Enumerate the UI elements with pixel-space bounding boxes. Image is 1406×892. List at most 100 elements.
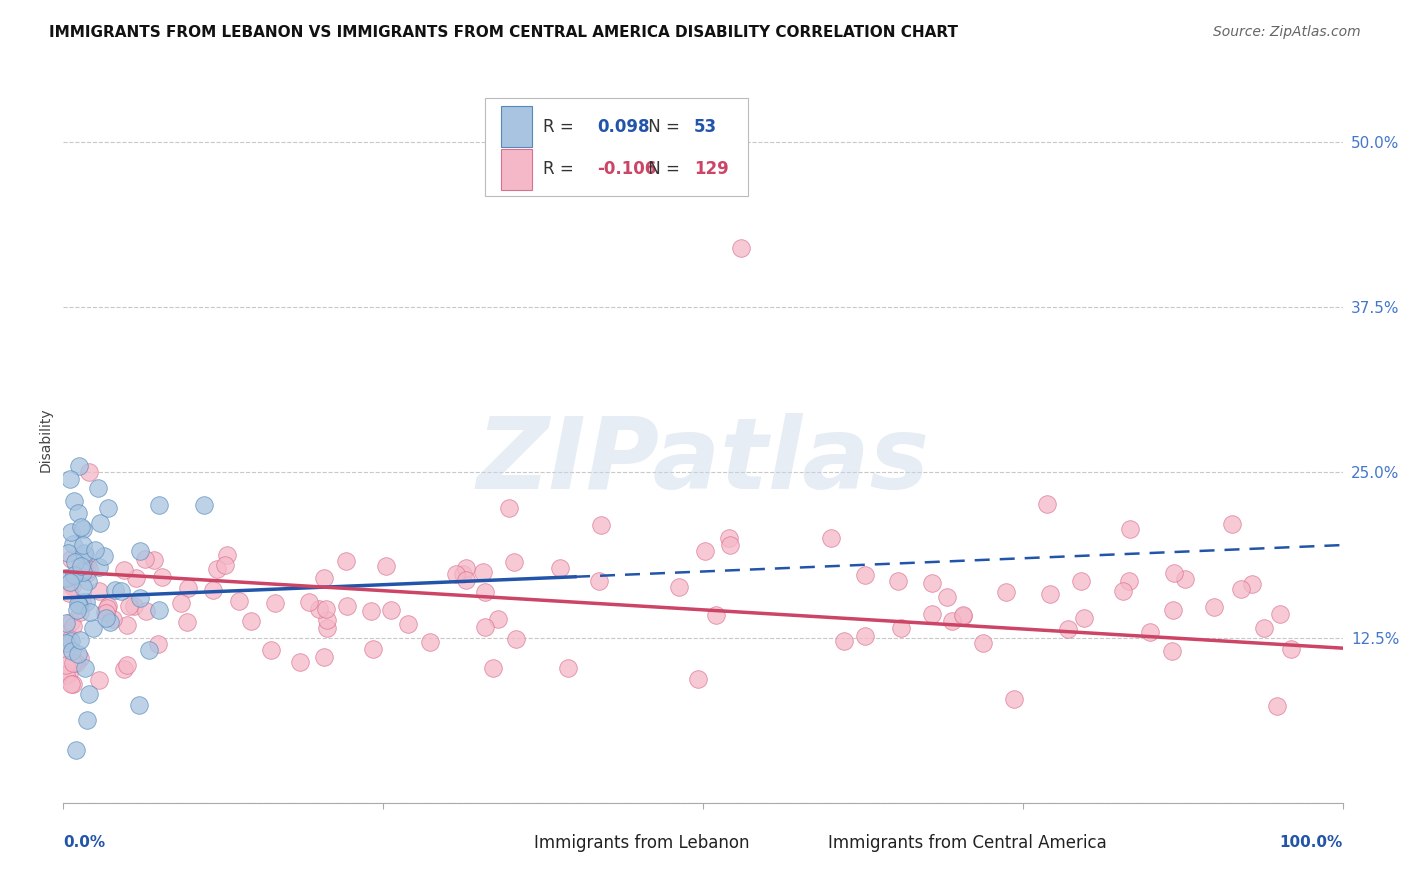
Point	[96, 611, 118, 625]
Point	[1139, 624, 1161, 639]
Point	[67, 648, 90, 662]
Point	[193, 499, 215, 513]
Point	[693, 543, 716, 558]
Point	[419, 634, 441, 648]
Text: -0.106: -0.106	[596, 161, 657, 178]
Point	[288, 656, 311, 670]
Point	[60, 579, 83, 593]
Text: 0.098: 0.098	[596, 118, 650, 136]
Point	[128, 698, 150, 712]
FancyBboxPatch shape	[485, 97, 748, 195]
Point	[1270, 607, 1292, 621]
Point	[148, 637, 170, 651]
Point	[66, 506, 89, 520]
Point	[60, 644, 83, 658]
Point	[820, 532, 842, 546]
Point	[380, 602, 402, 616]
Point	[84, 542, 107, 557]
Point	[101, 612, 124, 626]
Point	[110, 583, 132, 598]
Point	[79, 605, 101, 619]
Point	[96, 601, 118, 615]
Text: IMMIGRANTS FROM LEBANON VS IMMIGRANTS FROM CENTRAL AMERICA DISABILITY CORRELATIO: IMMIGRANTS FROM LEBANON VS IMMIGRANTS FR…	[49, 25, 959, 40]
Point	[76, 557, 98, 571]
Point	[1265, 699, 1288, 714]
Point	[498, 501, 520, 516]
Point	[77, 465, 100, 479]
Point	[138, 643, 160, 657]
Point	[67, 598, 90, 612]
Point	[316, 621, 339, 635]
Point	[150, 569, 173, 583]
Text: R =: R =	[543, 161, 579, 178]
Point	[62, 537, 84, 551]
Point	[70, 595, 93, 609]
Point	[720, 538, 742, 552]
FancyBboxPatch shape	[785, 826, 820, 860]
Point	[832, 633, 855, 648]
Point	[360, 604, 382, 618]
Point	[921, 607, 943, 622]
Point	[335, 554, 357, 568]
Text: 53: 53	[695, 118, 717, 136]
Point	[134, 552, 156, 566]
Point	[97, 599, 120, 614]
Point	[66, 603, 89, 617]
Point	[228, 594, 250, 608]
Point	[451, 566, 474, 581]
Point	[1070, 574, 1092, 588]
Point	[65, 743, 87, 757]
Point	[55, 642, 77, 657]
Point	[363, 642, 385, 657]
Y-axis label: Disability: Disability	[38, 407, 52, 472]
Point	[994, 585, 1017, 599]
Point	[94, 605, 117, 619]
Point	[76, 566, 98, 580]
Point	[215, 549, 238, 563]
Point	[717, 532, 740, 546]
Point	[76, 713, 98, 727]
FancyBboxPatch shape	[501, 149, 531, 190]
Point	[214, 558, 236, 573]
Point	[921, 576, 943, 591]
Point	[588, 574, 610, 589]
Text: N =: N =	[643, 118, 685, 136]
Point	[474, 585, 496, 599]
Point	[148, 603, 170, 617]
Point	[704, 607, 727, 622]
FancyBboxPatch shape	[501, 106, 531, 147]
Point	[1204, 599, 1226, 614]
Point	[112, 563, 135, 577]
Point	[59, 472, 82, 486]
Point	[1002, 692, 1025, 706]
Point	[73, 547, 96, 561]
Point	[77, 562, 100, 576]
Point	[82, 621, 104, 635]
Point	[375, 558, 398, 573]
Point	[117, 658, 139, 673]
Point	[104, 582, 127, 597]
Text: ZIPatlas: ZIPatlas	[477, 413, 929, 509]
Point	[125, 571, 148, 585]
Point	[952, 609, 974, 624]
Point	[117, 599, 139, 613]
Point	[97, 500, 120, 515]
Point	[59, 634, 82, 648]
Text: N =: N =	[643, 161, 685, 178]
Point	[122, 599, 145, 614]
Point	[65, 657, 87, 671]
Point	[686, 672, 709, 686]
Point	[70, 558, 93, 573]
Point	[298, 594, 321, 608]
Point	[454, 560, 477, 574]
Point	[1073, 611, 1095, 625]
Point	[1222, 517, 1244, 532]
Point	[481, 660, 503, 674]
Point	[129, 591, 152, 605]
Point	[55, 668, 77, 682]
Point	[312, 571, 335, 585]
Text: Immigrants from Lebanon: Immigrants from Lebanon	[534, 834, 749, 852]
Point	[69, 519, 91, 533]
Point	[60, 552, 83, 566]
Text: Source: ZipAtlas.com: Source: ZipAtlas.com	[1213, 25, 1361, 39]
